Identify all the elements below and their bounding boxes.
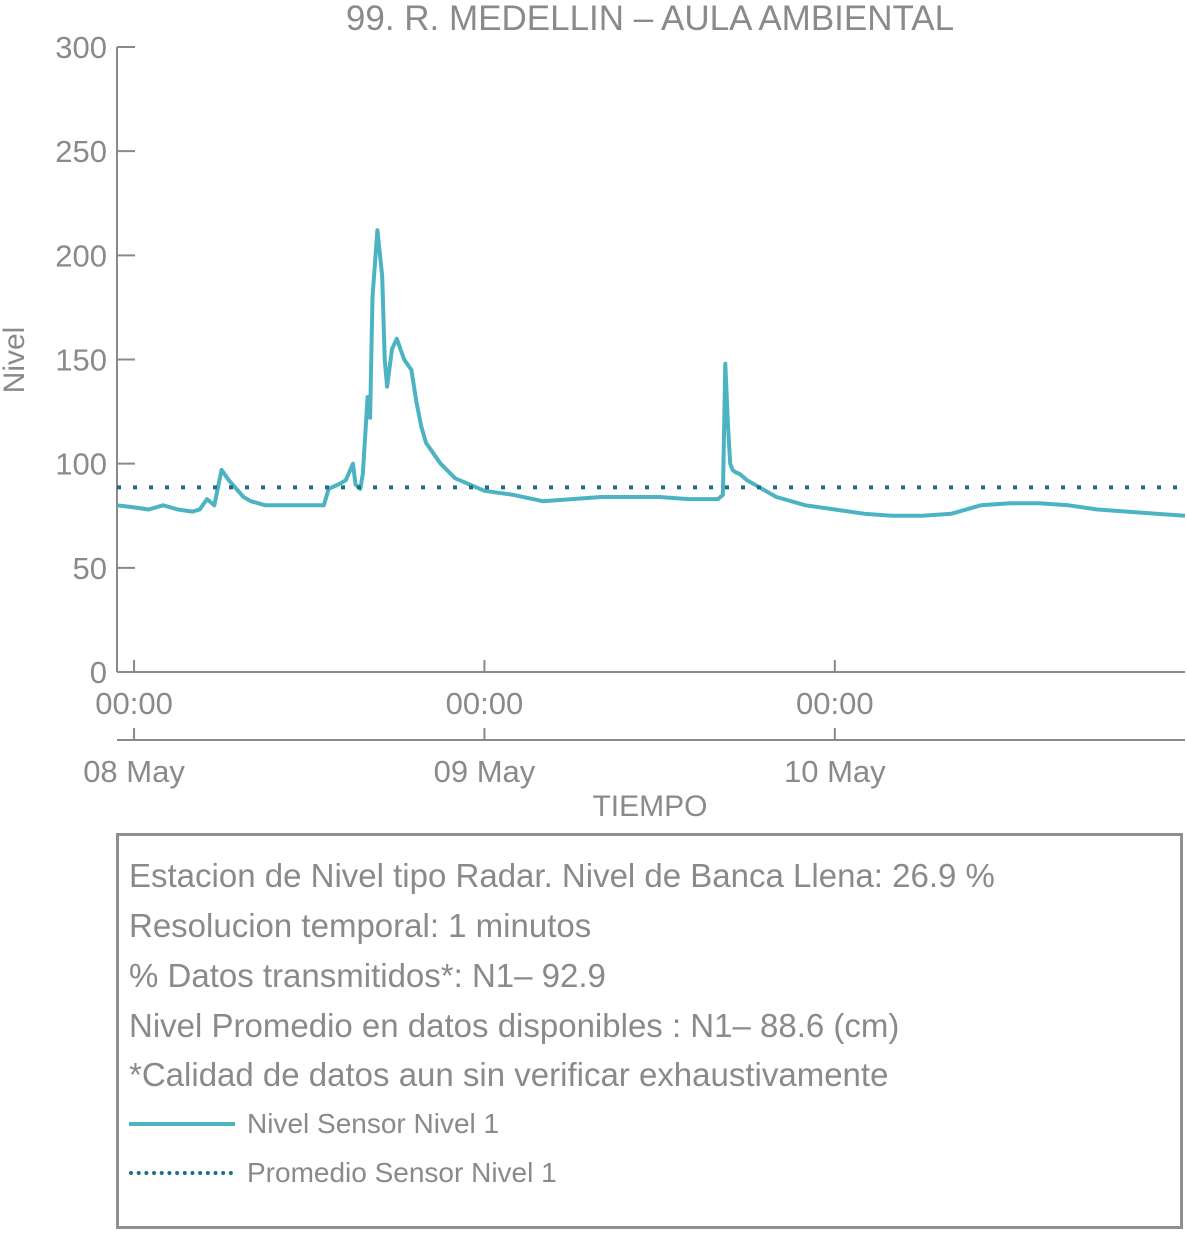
- y-axis-label: Nivel: [0, 327, 31, 394]
- info-line-quality-note: *Calidad de datos aun sin verificar exha…: [129, 1056, 889, 1093]
- legend-item-nivel: Nivel Sensor Nivel 1: [129, 1108, 1029, 1140]
- level-chart: 99. R. MEDELLIN – AULA AMBIENTAL Nivel T…: [0, 0, 1186, 823]
- series-level-line: [116, 228, 1186, 518]
- x-axis-label: TIEMPO: [592, 790, 707, 823]
- x-tick-label-day: 10 May: [784, 754, 886, 789]
- legend-swatch-solid: [129, 1122, 235, 1126]
- x-tick-label-time: 00:00: [446, 686, 524, 721]
- legend-item-promedio: Promedio Sensor Nivel 1: [129, 1157, 1029, 1189]
- y-tick-label: 0: [90, 655, 107, 690]
- info-panel: Estacion de Nivel tipo Radar. Nivel de B…: [116, 833, 1183, 1229]
- y-tick-label: 100: [55, 447, 107, 482]
- info-line-average: Nivel Promedio en datos disponibles : N1…: [129, 1007, 900, 1044]
- x-tick-label-day: 08 May: [83, 754, 185, 789]
- info-line-transmitted: % Datos transmitidos*: N1– 92.9: [129, 957, 606, 994]
- x-ticks: 00:00 08 May 00:00 09 May 00:00 10 May: [83, 660, 886, 789]
- x-tick-label-time: 00:00: [796, 686, 874, 721]
- legend-label-promedio: Promedio Sensor Nivel 1: [247, 1157, 557, 1188]
- axes: [116, 47, 1185, 741]
- chart-title: 99. R. MEDELLIN – AULA AMBIENTAL: [346, 0, 954, 38]
- info-line-resolution: Resolucion temporal: 1 minutos: [129, 907, 592, 944]
- legend-label-nivel: Nivel Sensor Nivel 1: [247, 1108, 500, 1139]
- legend-swatch-dotted: [129, 1171, 233, 1175]
- y-tick-label: 150: [55, 343, 107, 378]
- y-tick-label: 200: [55, 238, 107, 273]
- y-tick-label: 50: [73, 551, 107, 586]
- x-tick-label-day: 09 May: [434, 754, 536, 789]
- info-line-station: Estacion de Nivel tipo Radar. Nivel de B…: [129, 857, 995, 894]
- y-ticks: 0 50 100 150 200 250 300: [55, 30, 135, 690]
- x-tick-label-time: 00:00: [95, 686, 173, 721]
- y-tick-label: 300: [55, 30, 107, 65]
- series-group: [116, 228, 1186, 518]
- y-tick-label: 250: [55, 134, 107, 169]
